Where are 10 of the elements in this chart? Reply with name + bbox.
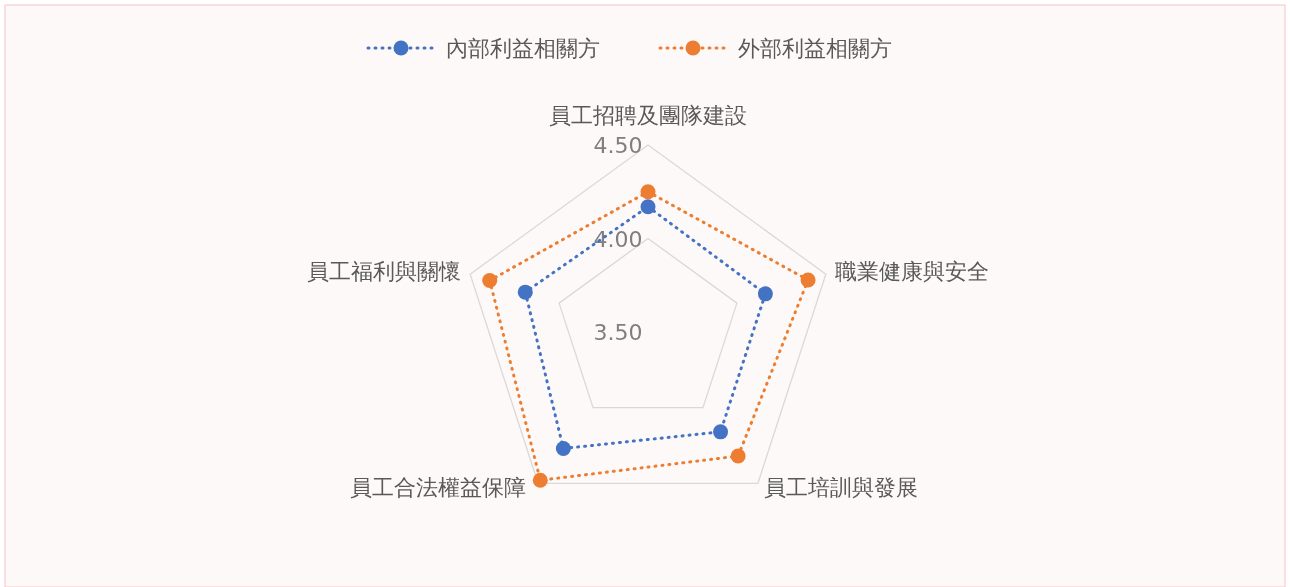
spoke-label: 員工合法權益保障 [350,475,527,501]
spoke-label: 員工招聘及團隊建設 [549,103,747,128]
y-tick-label: 4.00 [593,226,643,252]
spoke-label: 職業健康與安全 [835,259,990,285]
spoke-label: 員工培訓與發展 [763,475,918,501]
spoke-label: 員工福利與關懷 [306,259,461,285]
legend-label: 外部利益相關方 [738,36,892,61]
y-tick-label: 3.50 [593,320,643,345]
y-tick-label: 4.50 [593,133,643,158]
legend-label: 內部利益相關方 [446,36,600,61]
